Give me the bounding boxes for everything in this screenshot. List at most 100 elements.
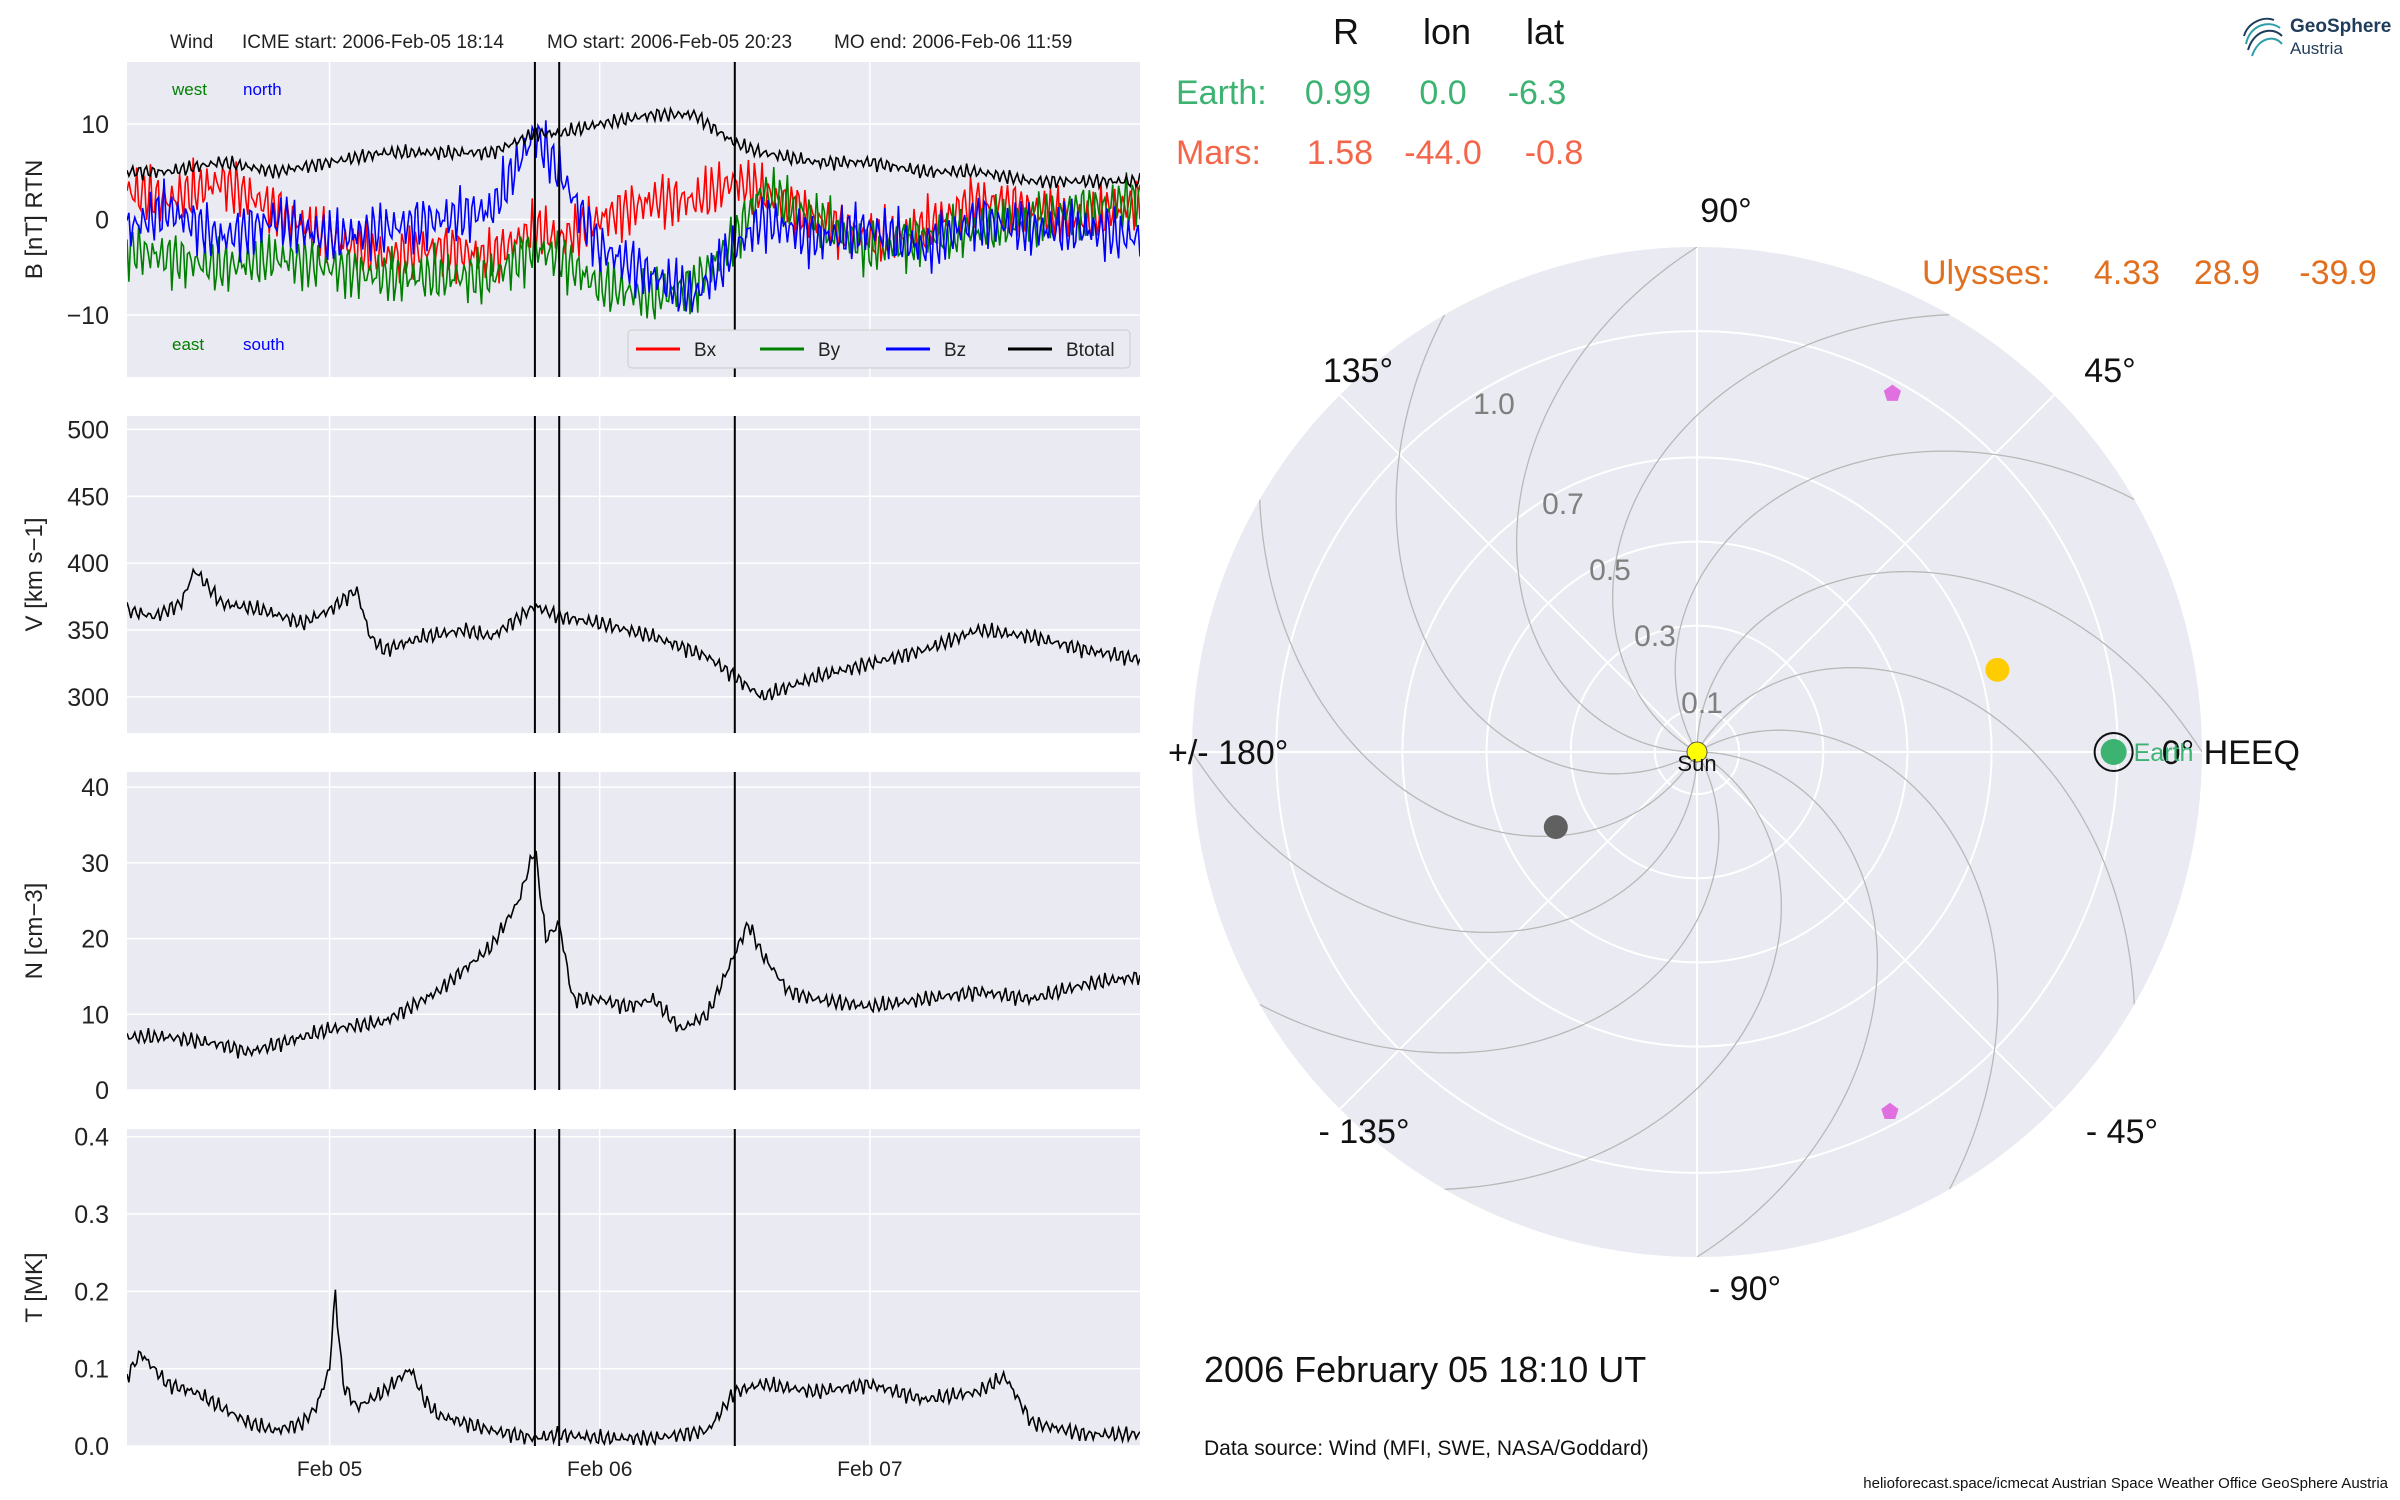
x-tick-label: Feb 07 — [837, 1458, 902, 1481]
legend: Bx By Bz Btotal — [627, 329, 1131, 369]
mars-lat: -0.8 — [1525, 134, 1584, 172]
legend-label: Bx — [694, 340, 717, 361]
logo-name: GeoSphere — [2290, 16, 2392, 37]
footer-credits: helioforecast.space/icmecat Austrian Spa… — [1863, 1475, 2388, 1492]
header-r: R — [1333, 11, 1359, 52]
series-line-value — [127, 1289, 1140, 1446]
mo-start-label: MO start: 2006-Feb-05 20:23 — [547, 32, 792, 53]
y-tick-label: 0.2 — [74, 1278, 109, 1306]
y-tick-label: 0.4 — [74, 1124, 109, 1152]
y-axis-label: B [nT] RTN — [21, 160, 48, 280]
time-axis-labels: Feb 05 Feb 06 Feb 07 — [297, 1458, 903, 1481]
mars-lon: -44.0 — [1404, 134, 1482, 172]
series-line-bz — [127, 120, 1140, 313]
angle-label: - 90° — [1709, 1270, 1781, 1308]
spiral-line — [1192, 751, 1698, 934]
y-tick-label: 30 — [81, 850, 109, 878]
angle-label: 0° HEEQ — [2162, 734, 2300, 772]
mo-end-label: MO end: 2006-Feb-06 11:59 — [834, 32, 1072, 53]
spiral-line — [1444, 751, 1782, 1190]
y-tick-label: 40 — [81, 774, 109, 802]
legend-label: Bz — [944, 340, 966, 361]
panel-1: −10 0 10 B [nT] RTN west north east south Bx By Bz… — [21, 62, 1140, 377]
spiral-line — [1696, 667, 2135, 1005]
series-line-value — [127, 567, 1140, 701]
y-tick-label: 0.0 — [74, 1433, 109, 1461]
spiral-line — [1259, 499, 1698, 837]
panel-3: 0 10 20 30 40 N [cm−3] — [21, 772, 1140, 1105]
earth-ring — [2093, 732, 2134, 772]
geosphere-logo: GeoSphere Austria — [2240, 12, 2392, 64]
ulysses-lat: -39.9 — [2299, 254, 2377, 292]
timeseries-panels: −10 0 10 B [nT] RTN west north east south Bx By Bz… — [21, 62, 1140, 1461]
spiral-line — [1612, 314, 1950, 753]
spiral-line — [1674, 450, 2135, 753]
spiral-line — [1515, 247, 1698, 753]
earth-marker — [2100, 739, 2127, 765]
radial-tick-label: 0.1 — [1681, 687, 1723, 720]
y-tick-label: 0 — [95, 207, 109, 235]
sun-label: Sun — [1677, 751, 1716, 776]
point-marker — [1985, 657, 2010, 682]
y-tick-label: −10 — [67, 302, 109, 330]
y-axis-label: T [MK] — [21, 1252, 48, 1322]
ulysses-name: Ulysses: — [1922, 254, 2050, 292]
data-source-label: Data source: Wind (MFI, SWE, NASA/Goddar… — [1204, 1437, 1649, 1460]
panel-2: 300 350 400 450 500 V [km s−1] — [21, 416, 1140, 733]
annotation-west: west — [171, 80, 207, 99]
angle-label: 45° — [2084, 352, 2135, 390]
radial-tick-label: 0.3 — [1634, 620, 1676, 653]
angle-label: - 135° — [1318, 1113, 1409, 1151]
pentagon-marker — [1881, 1102, 1899, 1119]
date-label: 2006 February 05 18:10 UT — [1204, 1349, 1646, 1390]
angle-label: - 45° — [2086, 1113, 2158, 1151]
x-tick-label: Feb 05 — [297, 1458, 362, 1481]
header-lat: lat — [1526, 11, 1564, 52]
polar-plot: 0.1 0.30.50.7 1.0 0° HEEQ 45° 90° 135° +/- 180°… — [1168, 192, 2300, 1308]
angle-label: 135° — [1323, 352, 1393, 390]
logo-sub: Austria — [2290, 39, 2343, 58]
radial-tick-label: 0.7 — [1542, 488, 1584, 521]
spiral-line — [1259, 751, 1720, 1054]
header-lon: lon — [1423, 11, 1471, 52]
y-axis-label: V [km s−1] — [21, 517, 48, 631]
y-tick-label: 300 — [67, 684, 109, 712]
y-tick-label: 10 — [81, 1001, 109, 1029]
pentagon-marker — [1883, 384, 1901, 401]
y-tick-label: 20 — [81, 926, 109, 954]
ulysses-r: 4.33 — [2094, 254, 2160, 292]
y-tick-label: 350 — [67, 617, 109, 645]
spiral-line — [1696, 570, 2202, 753]
earth-label: Earth — [2134, 739, 2194, 767]
panel-background — [127, 416, 1140, 733]
sun-marker — [1686, 741, 1708, 763]
spiral-line — [1696, 751, 1879, 1257]
earth-lon: 0.0 — [1419, 74, 1466, 112]
y-tick-label: 0.1 — [74, 1356, 109, 1384]
spiral-line — [1696, 729, 1999, 1190]
annotation-north: north — [243, 80, 282, 99]
earth-lat: -6.3 — [1508, 74, 1567, 112]
annotation-east: east — [172, 335, 204, 354]
y-tick-label: 10 — [81, 111, 109, 139]
spacecraft-label: Wind — [170, 32, 213, 53]
annotation-south: south — [243, 335, 285, 354]
icme-start-label: ICME start: 2006-Feb-05 18:14 — [242, 32, 504, 53]
mars-name: Mars: — [1176, 134, 1261, 172]
legend-label: By — [818, 340, 841, 361]
geosphere-logo-icon — [2243, 17, 2283, 57]
spiral-line — [1395, 314, 1698, 775]
radial-tick-label: 0.5 — [1589, 554, 1631, 587]
y-tick-label: 400 — [67, 550, 109, 578]
ulysses-lon: 28.9 — [2194, 254, 2260, 292]
y-tick-label: 0 — [95, 1077, 109, 1105]
series-line-by — [127, 167, 1140, 320]
position-table: R lon lat Earth: 0.99 0.0 -6.3 Mars: 1.5… — [1176, 11, 2377, 292]
mars-r: 1.58 — [1307, 134, 1373, 172]
panel-background — [127, 1129, 1140, 1446]
earth-name: Earth: — [1176, 74, 1267, 112]
point-marker — [1543, 815, 1568, 840]
series-line-value — [127, 850, 1140, 1059]
panel-background — [127, 772, 1140, 1090]
